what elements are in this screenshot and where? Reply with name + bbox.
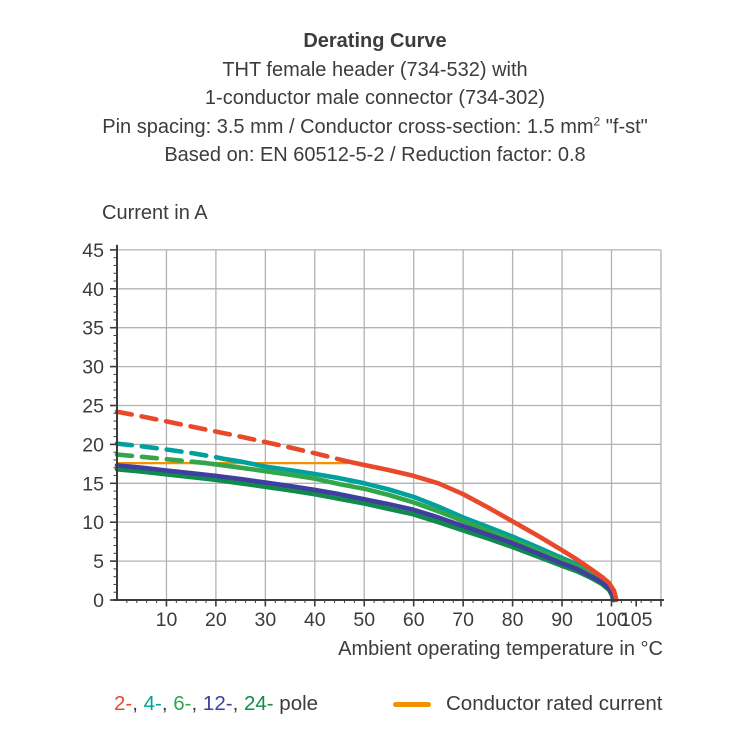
svg-text:40: 40 xyxy=(82,279,104,301)
svg-text:10: 10 xyxy=(156,609,178,631)
svg-text:30: 30 xyxy=(82,357,104,379)
svg-text:100: 100 xyxy=(595,609,628,631)
rated-current-label: Conductor rated current xyxy=(446,692,663,715)
pole-legend-part: pole xyxy=(273,692,319,715)
chart-title-block: Derating Curve THT female header (734-53… xyxy=(0,27,750,170)
svg-text:0: 0 xyxy=(93,590,104,612)
svg-text:105: 105 xyxy=(620,609,653,631)
chart-subtitle-4: Based on: EN 60512-5-2 / Reduction facto… xyxy=(164,144,586,166)
legend-row: 2-, 4-, 6-, 12-, 24- pole Conductor rate… xyxy=(0,692,750,724)
pole-legend-part: 2- xyxy=(114,692,133,715)
pole-count-legend: 2-, 4-, 6-, 12-, 24- pole xyxy=(114,692,318,716)
pole-legend-part: 12- xyxy=(202,692,233,715)
axes xyxy=(113,244,664,601)
curve-2-pole xyxy=(114,409,619,603)
pole-legend-part: , xyxy=(161,692,174,715)
svg-text:20: 20 xyxy=(82,434,104,456)
chart-subtitle-3: Pin spacing: 3.5 mm / Conductor cross-se… xyxy=(102,113,648,138)
curve-12-pole xyxy=(114,463,616,603)
chart-subtitle-1: THT female header (734-532) with xyxy=(222,58,528,81)
svg-text:35: 35 xyxy=(82,318,104,340)
svg-text:30: 30 xyxy=(254,609,276,631)
superscript-2: 2 xyxy=(593,113,601,128)
pole-legend-part: , xyxy=(191,692,203,715)
svg-text:50: 50 xyxy=(353,609,375,631)
svg-text:45: 45 xyxy=(82,240,104,262)
rated-current-line-swatch xyxy=(393,701,431,707)
svg-text:15: 15 xyxy=(82,473,104,495)
pole-legend-part: 4- xyxy=(143,692,162,715)
y-axis-title: Current in A xyxy=(102,202,208,224)
pole-legend-part: , xyxy=(132,692,144,715)
chart-subtitle-2: 1-conductor male connector (734-302) xyxy=(204,87,546,109)
svg-text:70: 70 xyxy=(452,609,474,631)
svg-text:80: 80 xyxy=(502,609,524,631)
svg-text:90: 90 xyxy=(551,609,573,631)
grid xyxy=(117,249,662,600)
pole-legend-part: 24- xyxy=(243,692,274,715)
axis-ticks xyxy=(110,249,662,607)
chart-title: Derating Curve xyxy=(303,30,447,52)
svg-text:60: 60 xyxy=(403,609,425,631)
pole-legend-part: , xyxy=(232,692,244,715)
svg-text:25: 25 xyxy=(82,396,104,418)
pole-legend-part: 6- xyxy=(173,692,192,715)
x-axis-title: Ambient operating temperature in °C xyxy=(338,638,663,660)
svg-text:40: 40 xyxy=(304,609,326,631)
svg-text:5: 5 xyxy=(93,551,104,573)
rated-current-legend: Conductor rated current xyxy=(393,692,663,716)
svg-text:20: 20 xyxy=(205,609,227,631)
svg-text:10: 10 xyxy=(82,512,104,534)
